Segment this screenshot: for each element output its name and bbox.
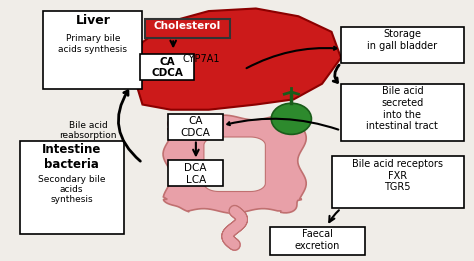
- Text: Liver: Liver: [75, 14, 110, 27]
- Text: Faecal
excretion: Faecal excretion: [295, 229, 340, 251]
- FancyArrowPatch shape: [333, 65, 339, 82]
- Polygon shape: [163, 115, 306, 213]
- FancyBboxPatch shape: [341, 84, 464, 141]
- Text: Bile acid
reabsorption: Bile acid reabsorption: [59, 121, 117, 140]
- FancyArrowPatch shape: [246, 47, 337, 68]
- Text: CA
CDCA: CA CDCA: [151, 57, 183, 78]
- Text: CA
CDCA: CA CDCA: [181, 116, 210, 138]
- FancyBboxPatch shape: [43, 11, 143, 89]
- Text: DCA
LCA: DCA LCA: [184, 163, 207, 185]
- FancyBboxPatch shape: [19, 141, 124, 234]
- Text: Secondary bile
acids
synthesis: Secondary bile acids synthesis: [38, 175, 105, 204]
- FancyBboxPatch shape: [168, 160, 223, 186]
- FancyBboxPatch shape: [341, 27, 464, 63]
- FancyBboxPatch shape: [168, 114, 223, 140]
- FancyBboxPatch shape: [140, 54, 194, 80]
- FancyBboxPatch shape: [145, 19, 230, 38]
- Text: Bile acid
secreted
into the
intestinal tract: Bile acid secreted into the intestinal t…: [366, 86, 438, 131]
- Ellipse shape: [271, 103, 311, 134]
- Polygon shape: [133, 9, 341, 110]
- Text: CYP7A1: CYP7A1: [182, 54, 220, 64]
- FancyArrowPatch shape: [228, 119, 338, 130]
- FancyBboxPatch shape: [270, 227, 365, 255]
- Text: Primary bile
acids synthesis: Primary bile acids synthesis: [58, 34, 128, 54]
- Text: Intestine
bacteria: Intestine bacteria: [42, 144, 101, 171]
- Text: Storage
in gall bladder: Storage in gall bladder: [367, 29, 438, 51]
- FancyBboxPatch shape: [331, 156, 464, 208]
- Text: Bile acid receptors
FXR
TGR5: Bile acid receptors FXR TGR5: [352, 159, 443, 192]
- Text: Cholesterol: Cholesterol: [154, 21, 221, 32]
- Polygon shape: [204, 137, 265, 192]
- FancyArrowPatch shape: [118, 91, 140, 161]
